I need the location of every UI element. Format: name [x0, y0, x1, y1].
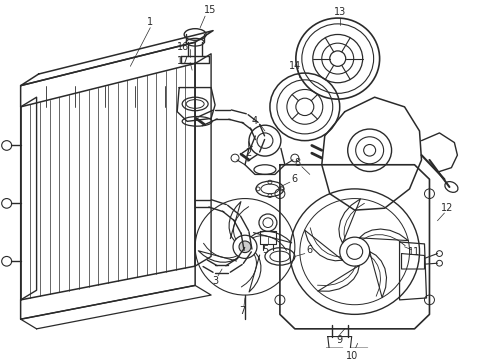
Circle shape	[239, 241, 251, 253]
Text: 6: 6	[292, 174, 298, 184]
Text: 9: 9	[337, 336, 343, 346]
Text: 11: 11	[408, 247, 420, 257]
Text: 10: 10	[345, 351, 358, 360]
Text: 15: 15	[204, 5, 216, 15]
Text: 17: 17	[177, 55, 189, 66]
Text: 13: 13	[334, 7, 346, 17]
Text: 12: 12	[441, 203, 454, 213]
Text: 4: 4	[252, 116, 258, 126]
Text: 7: 7	[239, 306, 245, 316]
Text: 8: 8	[295, 158, 301, 168]
Text: 16: 16	[177, 42, 189, 52]
Text: 1: 1	[147, 17, 153, 27]
Text: 6: 6	[307, 245, 313, 255]
Text: 2: 2	[245, 148, 251, 158]
Text: 5: 5	[262, 245, 268, 255]
Text: 3: 3	[212, 276, 218, 285]
Text: 14: 14	[289, 61, 301, 71]
